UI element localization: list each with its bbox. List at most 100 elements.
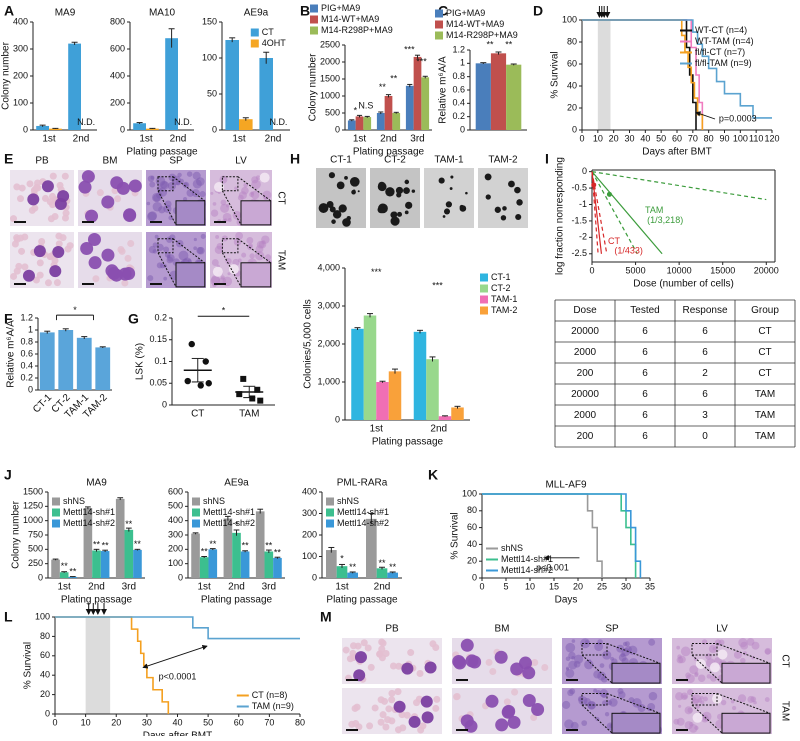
- panel-letter: A: [4, 3, 14, 19]
- legend-swatch: [52, 508, 60, 517]
- cell: [52, 245, 65, 258]
- y-tick-label: -1: [579, 199, 587, 209]
- x-tick-label: 2nd: [228, 582, 245, 593]
- panel-letter: E: [4, 151, 13, 167]
- cell: [41, 194, 49, 202]
- cell: [742, 651, 747, 656]
- y-tick-label: 300: [302, 508, 317, 518]
- cell: [485, 694, 499, 708]
- bar: [392, 113, 401, 130]
- x-tick-label: 50: [656, 133, 666, 143]
- y-tick-label: 150: [202, 16, 217, 26]
- bar: [351, 328, 364, 420]
- bar: [405, 85, 414, 130]
- legend-swatch: [310, 15, 318, 24]
- chart-title: MLL-AF9: [545, 480, 587, 491]
- annotation: **: [379, 82, 387, 92]
- cell: [420, 695, 433, 708]
- cell: [718, 639, 725, 646]
- y-tick-label: 100: [168, 558, 183, 568]
- data-point: [202, 358, 209, 365]
- cell: [33, 183, 41, 191]
- survival-curve: [482, 493, 637, 578]
- data-point: [240, 375, 247, 382]
- cell: [54, 197, 67, 210]
- y-tick-label: 400: [110, 70, 125, 80]
- cell: [38, 237, 46, 245]
- cell: [684, 721, 693, 730]
- cell: [246, 237, 254, 244]
- y-tick-label: 2500: [320, 39, 340, 49]
- data-point: [257, 397, 264, 404]
- legend-entry: 4OHT: [262, 38, 287, 48]
- x-tick-label: 50: [203, 717, 213, 727]
- panel-letter: B: [300, 3, 310, 19]
- x-tick-label: CT: [191, 409, 204, 420]
- bar: [49, 128, 62, 130]
- bar: [475, 63, 491, 131]
- colony: [445, 201, 452, 208]
- cell: [389, 662, 397, 670]
- y-tick-label: 0: [120, 124, 125, 134]
- legend-entry: shNS: [501, 543, 523, 553]
- zoom-guide: [716, 693, 771, 714]
- cell: [710, 674, 717, 682]
- cell: [13, 267, 21, 275]
- legend-entry: shNS: [63, 496, 85, 506]
- x-tick-label: 0: [52, 717, 57, 727]
- x-axis-label: Plating passage: [372, 437, 444, 448]
- legend-entry: fl/fl-TAM (n=9): [695, 58, 752, 68]
- y-tick-label: 20: [467, 556, 477, 566]
- legend-entry: PIG+MA9: [446, 8, 485, 18]
- y-tick-label: 1500: [23, 486, 43, 496]
- colony: [342, 218, 351, 227]
- table-cell: TAM: [755, 410, 775, 421]
- bar: [83, 508, 93, 578]
- table-cell: 6: [702, 326, 708, 337]
- bar: [387, 572, 398, 578]
- annotation: **: [93, 540, 101, 550]
- cell: [225, 257, 232, 265]
- x-tick-label: 30: [624, 133, 634, 143]
- cell: [606, 700, 613, 706]
- cell: [433, 695, 441, 703]
- annotation: **: [134, 539, 142, 549]
- cell: [186, 171, 193, 177]
- cell: [227, 272, 231, 276]
- legend-swatch: [310, 4, 318, 13]
- y-tick-label: 400: [168, 515, 183, 525]
- p-arrow: [142, 644, 208, 669]
- bar: [76, 337, 92, 390]
- annotation: **: [209, 539, 217, 549]
- row-label: TAM: [779, 701, 790, 721]
- legend-entry: M14-R298P+MA9: [321, 25, 393, 35]
- y-tick-label: 600: [168, 486, 183, 496]
- colony: [516, 199, 523, 206]
- y-tick-label: 500: [168, 501, 183, 511]
- fit-line: [591, 171, 767, 201]
- colony: [331, 219, 336, 224]
- cell: [382, 723, 390, 731]
- table-cell: 3: [702, 410, 708, 421]
- colony: [390, 211, 398, 219]
- cell: [541, 663, 549, 671]
- cell: [21, 263, 29, 271]
- cell: [680, 646, 691, 657]
- bar: [100, 551, 110, 578]
- survival-curve: [582, 19, 772, 119]
- legend-swatch: [326, 497, 334, 506]
- cell: [694, 725, 699, 731]
- y-tick-label: -2.5: [571, 248, 587, 258]
- bar: [259, 58, 273, 130]
- legend-entry: Mettl14-sh#1: [63, 507, 115, 517]
- annotation: N.D.: [174, 117, 192, 127]
- cell: [601, 692, 607, 698]
- cell: [501, 705, 515, 719]
- cell: [522, 666, 536, 680]
- cell: [18, 184, 26, 192]
- cell: [393, 700, 406, 713]
- cell: [618, 691, 626, 699]
- bar: [388, 371, 402, 420]
- y-tick-label: -2: [579, 232, 587, 242]
- cell: [88, 256, 102, 270]
